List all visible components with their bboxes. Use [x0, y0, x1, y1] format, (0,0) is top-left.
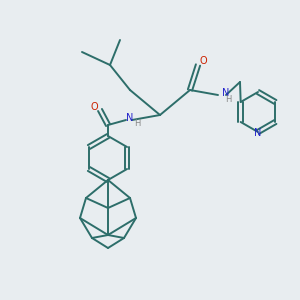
Text: N: N: [126, 113, 134, 123]
Text: H: H: [134, 119, 140, 128]
Text: H: H: [225, 95, 231, 104]
Text: N: N: [254, 128, 262, 138]
Text: N: N: [222, 88, 230, 98]
Text: O: O: [199, 56, 207, 66]
Text: O: O: [90, 102, 98, 112]
